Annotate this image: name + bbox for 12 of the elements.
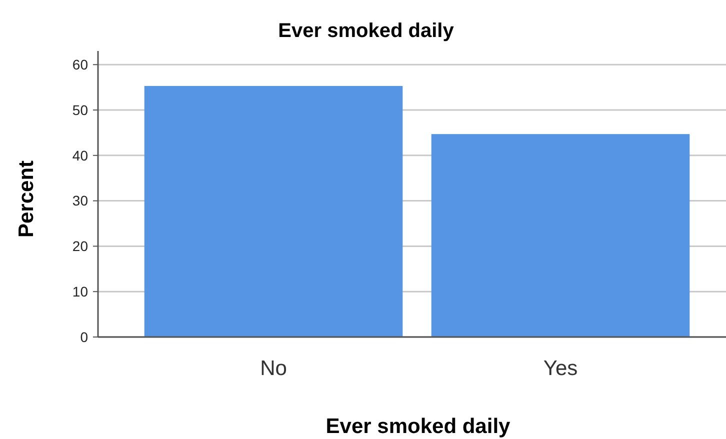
y-tick-label: 0 xyxy=(80,328,88,345)
x-tick-label: No xyxy=(260,357,287,380)
y-tick-label: 30 xyxy=(72,192,88,209)
chart-title: Ever smoked daily xyxy=(278,20,455,42)
y-tick-label: 60 xyxy=(72,56,88,73)
y-axis-title: Percent xyxy=(15,160,38,238)
y-tick-label: 10 xyxy=(72,284,88,300)
y-tick-label: 40 xyxy=(72,147,88,164)
x-axis-title: Ever smoked daily xyxy=(326,415,511,438)
x-tick-label: Yes xyxy=(543,357,578,380)
y-tick-label: 20 xyxy=(72,238,88,254)
y-tick-label: 50 xyxy=(72,102,88,118)
